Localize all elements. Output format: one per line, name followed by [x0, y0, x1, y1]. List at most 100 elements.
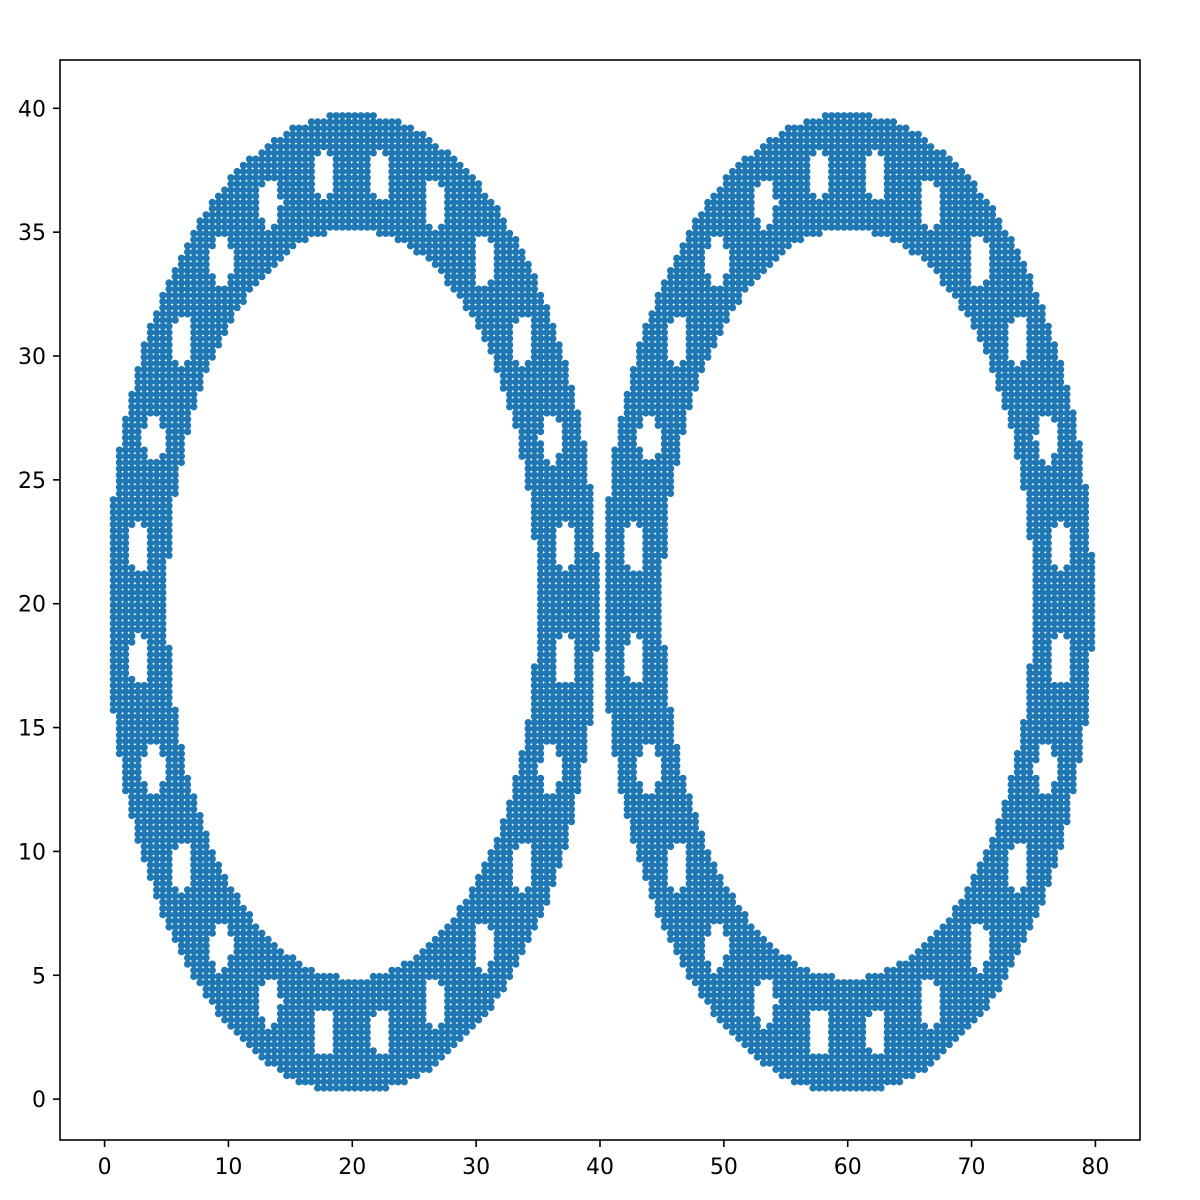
scatter-point — [499, 285, 507, 293]
scatter-point — [202, 347, 210, 355]
scatter-point — [667, 731, 675, 739]
scatter-point — [629, 818, 638, 826]
scatter-point — [140, 731, 148, 739]
scatter-point — [623, 694, 631, 702]
scatter-point — [153, 830, 161, 838]
scatter-point — [444, 279, 452, 287]
scatter-point — [735, 229, 743, 237]
scatter-point — [549, 681, 557, 690]
scatter-point — [221, 898, 229, 906]
scatter-point — [245, 972, 254, 981]
scatter-point — [537, 663, 545, 671]
scatter-point — [437, 972, 446, 981]
scatter-point — [481, 217, 489, 225]
scatter-point — [425, 1028, 433, 1036]
scatter-point — [543, 347, 551, 355]
scatter-point — [654, 719, 662, 727]
scatter-point — [685, 359, 693, 367]
scatter-point — [245, 942, 254, 950]
scatter-point — [109, 681, 117, 690]
scatter-point — [450, 954, 458, 962]
scatter-point — [369, 1010, 377, 1018]
scatter-point — [301, 1047, 309, 1055]
scatter-point — [537, 731, 545, 739]
scatter-point — [629, 626, 638, 634]
scatter-point — [468, 935, 476, 944]
scatter-point — [722, 236, 730, 244]
scatter-point — [437, 935, 446, 944]
scatter-point — [202, 267, 210, 275]
scatter-point — [208, 223, 216, 231]
scatter-point — [623, 576, 631, 584]
scatter-point — [660, 793, 669, 801]
scatter-point — [629, 830, 638, 838]
scatter-point — [747, 242, 755, 250]
scatter-point — [592, 601, 600, 609]
scatter-point — [648, 700, 656, 708]
scatter-point — [202, 954, 210, 962]
scatter-point — [704, 316, 712, 324]
scatter-point — [184, 836, 192, 844]
scatter-point — [679, 780, 687, 789]
scatter-point — [171, 384, 179, 392]
scatter-point — [685, 291, 693, 299]
scatter-point — [605, 533, 613, 541]
scatter-point — [698, 836, 706, 844]
scatter-point — [660, 737, 669, 745]
scatter-point — [549, 520, 557, 529]
scatter-point — [530, 403, 539, 411]
scatter-point — [741, 192, 749, 200]
scatter-point — [196, 366, 204, 374]
scatter-point — [636, 465, 644, 473]
scatter-point — [388, 130, 396, 138]
scatter-point — [468, 186, 476, 194]
scatter-point — [165, 644, 173, 652]
scatter-point — [475, 1010, 483, 1018]
scatter-point — [487, 279, 495, 287]
scatter-point — [716, 211, 724, 219]
scatter-point — [128, 700, 136, 708]
scatter-point — [735, 1022, 743, 1030]
scatter-point — [512, 310, 520, 318]
scatter-point — [629, 613, 638, 621]
scatter-point — [276, 167, 285, 176]
scatter-point — [214, 341, 223, 349]
scatter-point — [177, 743, 185, 752]
scatter-point — [561, 434, 569, 442]
scatter-point — [673, 372, 681, 380]
scatter-point — [252, 229, 260, 237]
scatter-point — [202, 929, 210, 937]
scatter-point — [400, 1078, 408, 1086]
scatter-point — [388, 1016, 396, 1024]
scatter-point — [555, 731, 563, 739]
scatter-point — [338, 1059, 346, 1067]
scatter-point — [586, 719, 594, 727]
scatter-point — [567, 613, 576, 621]
scatter-point — [698, 242, 706, 250]
scatter-point — [735, 954, 743, 962]
scatter-point — [165, 483, 173, 491]
scatter-point — [307, 979, 315, 987]
scatter-point — [406, 236, 415, 244]
scatter-point — [369, 1065, 377, 1073]
scatter-point — [506, 861, 514, 869]
scatter-point — [660, 366, 669, 374]
scatter-point — [382, 1065, 390, 1073]
scatter-point — [444, 1034, 452, 1042]
scatter-point — [351, 1059, 359, 1067]
scatter-point — [375, 136, 384, 145]
scatter-point — [122, 657, 130, 665]
scatter-point — [512, 960, 520, 968]
scatter-point — [283, 229, 291, 237]
scatter-point — [611, 502, 619, 510]
scatter-point — [499, 242, 507, 250]
scatter-point — [567, 514, 576, 522]
scatter-point — [159, 886, 167, 894]
scatter-point — [685, 390, 693, 398]
scatter-point — [543, 700, 551, 708]
scatter-point — [165, 737, 173, 745]
scatter-point — [351, 186, 359, 194]
scatter-point — [146, 595, 154, 603]
scatter-point — [326, 217, 334, 225]
scatter-point — [493, 960, 501, 968]
